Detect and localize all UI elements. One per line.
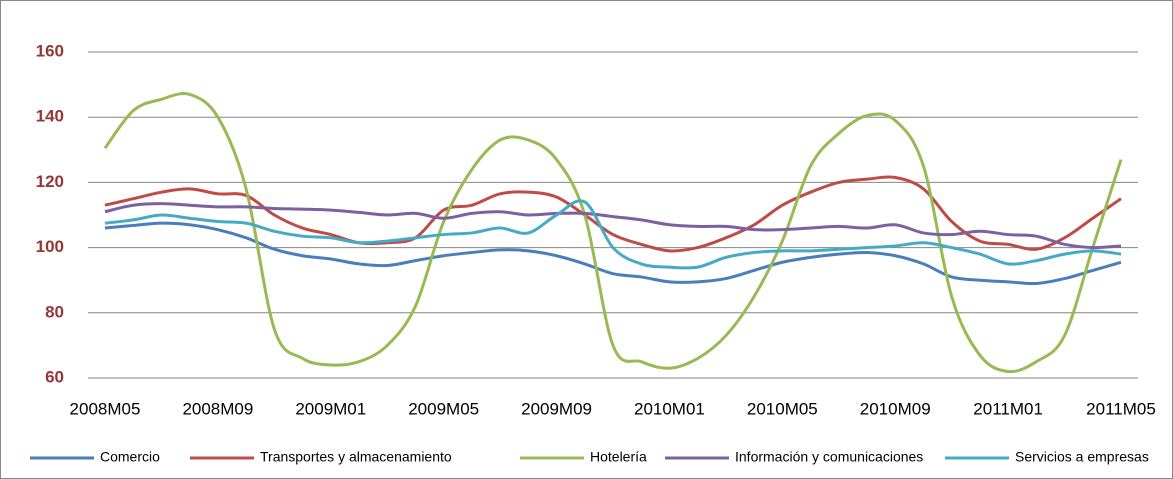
y-tick-label: 80 bbox=[45, 302, 64, 321]
legend-label: Transportes y almacenamiento bbox=[260, 449, 452, 465]
x-tick-label: 2008M09 bbox=[182, 399, 253, 418]
legend-label: Información y comunicaciones bbox=[735, 449, 923, 465]
y-tick-label: 120 bbox=[36, 172, 64, 191]
y-tick-label: 160 bbox=[36, 41, 64, 60]
y-tick-label: 60 bbox=[45, 367, 64, 386]
series-line bbox=[104, 221, 1122, 286]
legend-label: Comercio bbox=[100, 449, 160, 465]
legend-label: Servicios a empresas bbox=[1015, 449, 1149, 465]
x-tick-label: 2011M01 bbox=[973, 399, 1043, 418]
series-line bbox=[104, 202, 1122, 250]
x-tick-label: 2008M05 bbox=[70, 399, 141, 418]
y-tick-label: 140 bbox=[36, 107, 64, 126]
legend-label: Hotelería bbox=[590, 449, 647, 465]
series-line bbox=[103, 92, 1123, 374]
series-line bbox=[104, 199, 1122, 270]
series-line bbox=[104, 175, 1122, 253]
x-tick-label: 2010M05 bbox=[747, 399, 818, 418]
x-tick-label: 2011M05 bbox=[1086, 399, 1156, 418]
x-tick-label: 2010M01 bbox=[634, 399, 705, 418]
x-tick-label: 2009M01 bbox=[295, 399, 366, 418]
x-tick-label: 2009M09 bbox=[521, 399, 592, 418]
x-tick-label: 2010M09 bbox=[860, 399, 931, 418]
x-tick-label: 2009M05 bbox=[408, 399, 479, 418]
y-tick-label: 100 bbox=[36, 237, 64, 256]
